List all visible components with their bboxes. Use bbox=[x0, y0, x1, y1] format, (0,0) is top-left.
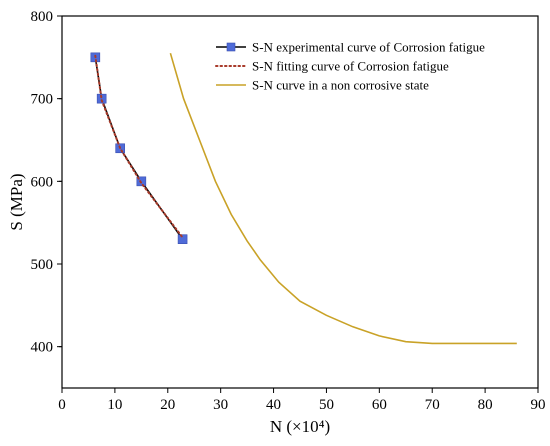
y-axis: 400 500 600 700 800 bbox=[31, 9, 62, 356]
legend-label-1: S-N experimental curve of Corrosion fati… bbox=[252, 40, 485, 55]
x-tick-label: 60 bbox=[372, 397, 387, 413]
y-tick-label: 800 bbox=[31, 9, 54, 25]
x-axis-title: N (×10⁴) bbox=[270, 417, 330, 436]
legend: S-N experimental curve of Corrosion fati… bbox=[215, 40, 485, 93]
y-tick-label: 400 bbox=[31, 340, 54, 356]
x-tick-label: 30 bbox=[213, 397, 228, 413]
series-line-1 bbox=[94, 57, 184, 240]
y-tick-label: 600 bbox=[31, 174, 54, 190]
y-axis-title: S (MPa) bbox=[7, 173, 26, 230]
x-axis: 0 10 20 30 40 50 60 70 80 90 bbox=[58, 388, 546, 413]
x-tick-label: 40 bbox=[266, 397, 281, 413]
legend-marker bbox=[226, 42, 236, 52]
legend-label-3: S-N curve in a non corrosive state bbox=[252, 78, 429, 93]
x-tick-label: 0 bbox=[58, 397, 66, 413]
x-tick-label: 50 bbox=[319, 397, 334, 413]
x-tick-label: 80 bbox=[478, 397, 493, 413]
data-point bbox=[96, 93, 107, 104]
data-point bbox=[177, 234, 188, 244]
x-tick-label: 20 bbox=[160, 397, 175, 413]
plot-area bbox=[61, 15, 539, 389]
series-line-2 bbox=[94, 54, 184, 239]
series-line-3 bbox=[169, 52, 517, 345]
y-tick-label: 500 bbox=[31, 257, 54, 273]
x-tick-label: 70 bbox=[425, 397, 440, 413]
x-tick-label: 10 bbox=[107, 397, 122, 413]
series-layer bbox=[90, 52, 517, 345]
y-tick-label: 700 bbox=[31, 92, 54, 108]
legend-label-2: S-N fitting curve of Corrosion fatigue bbox=[252, 59, 449, 74]
x-tick-label: 90 bbox=[531, 397, 546, 413]
plot-frame bbox=[61, 15, 539, 389]
